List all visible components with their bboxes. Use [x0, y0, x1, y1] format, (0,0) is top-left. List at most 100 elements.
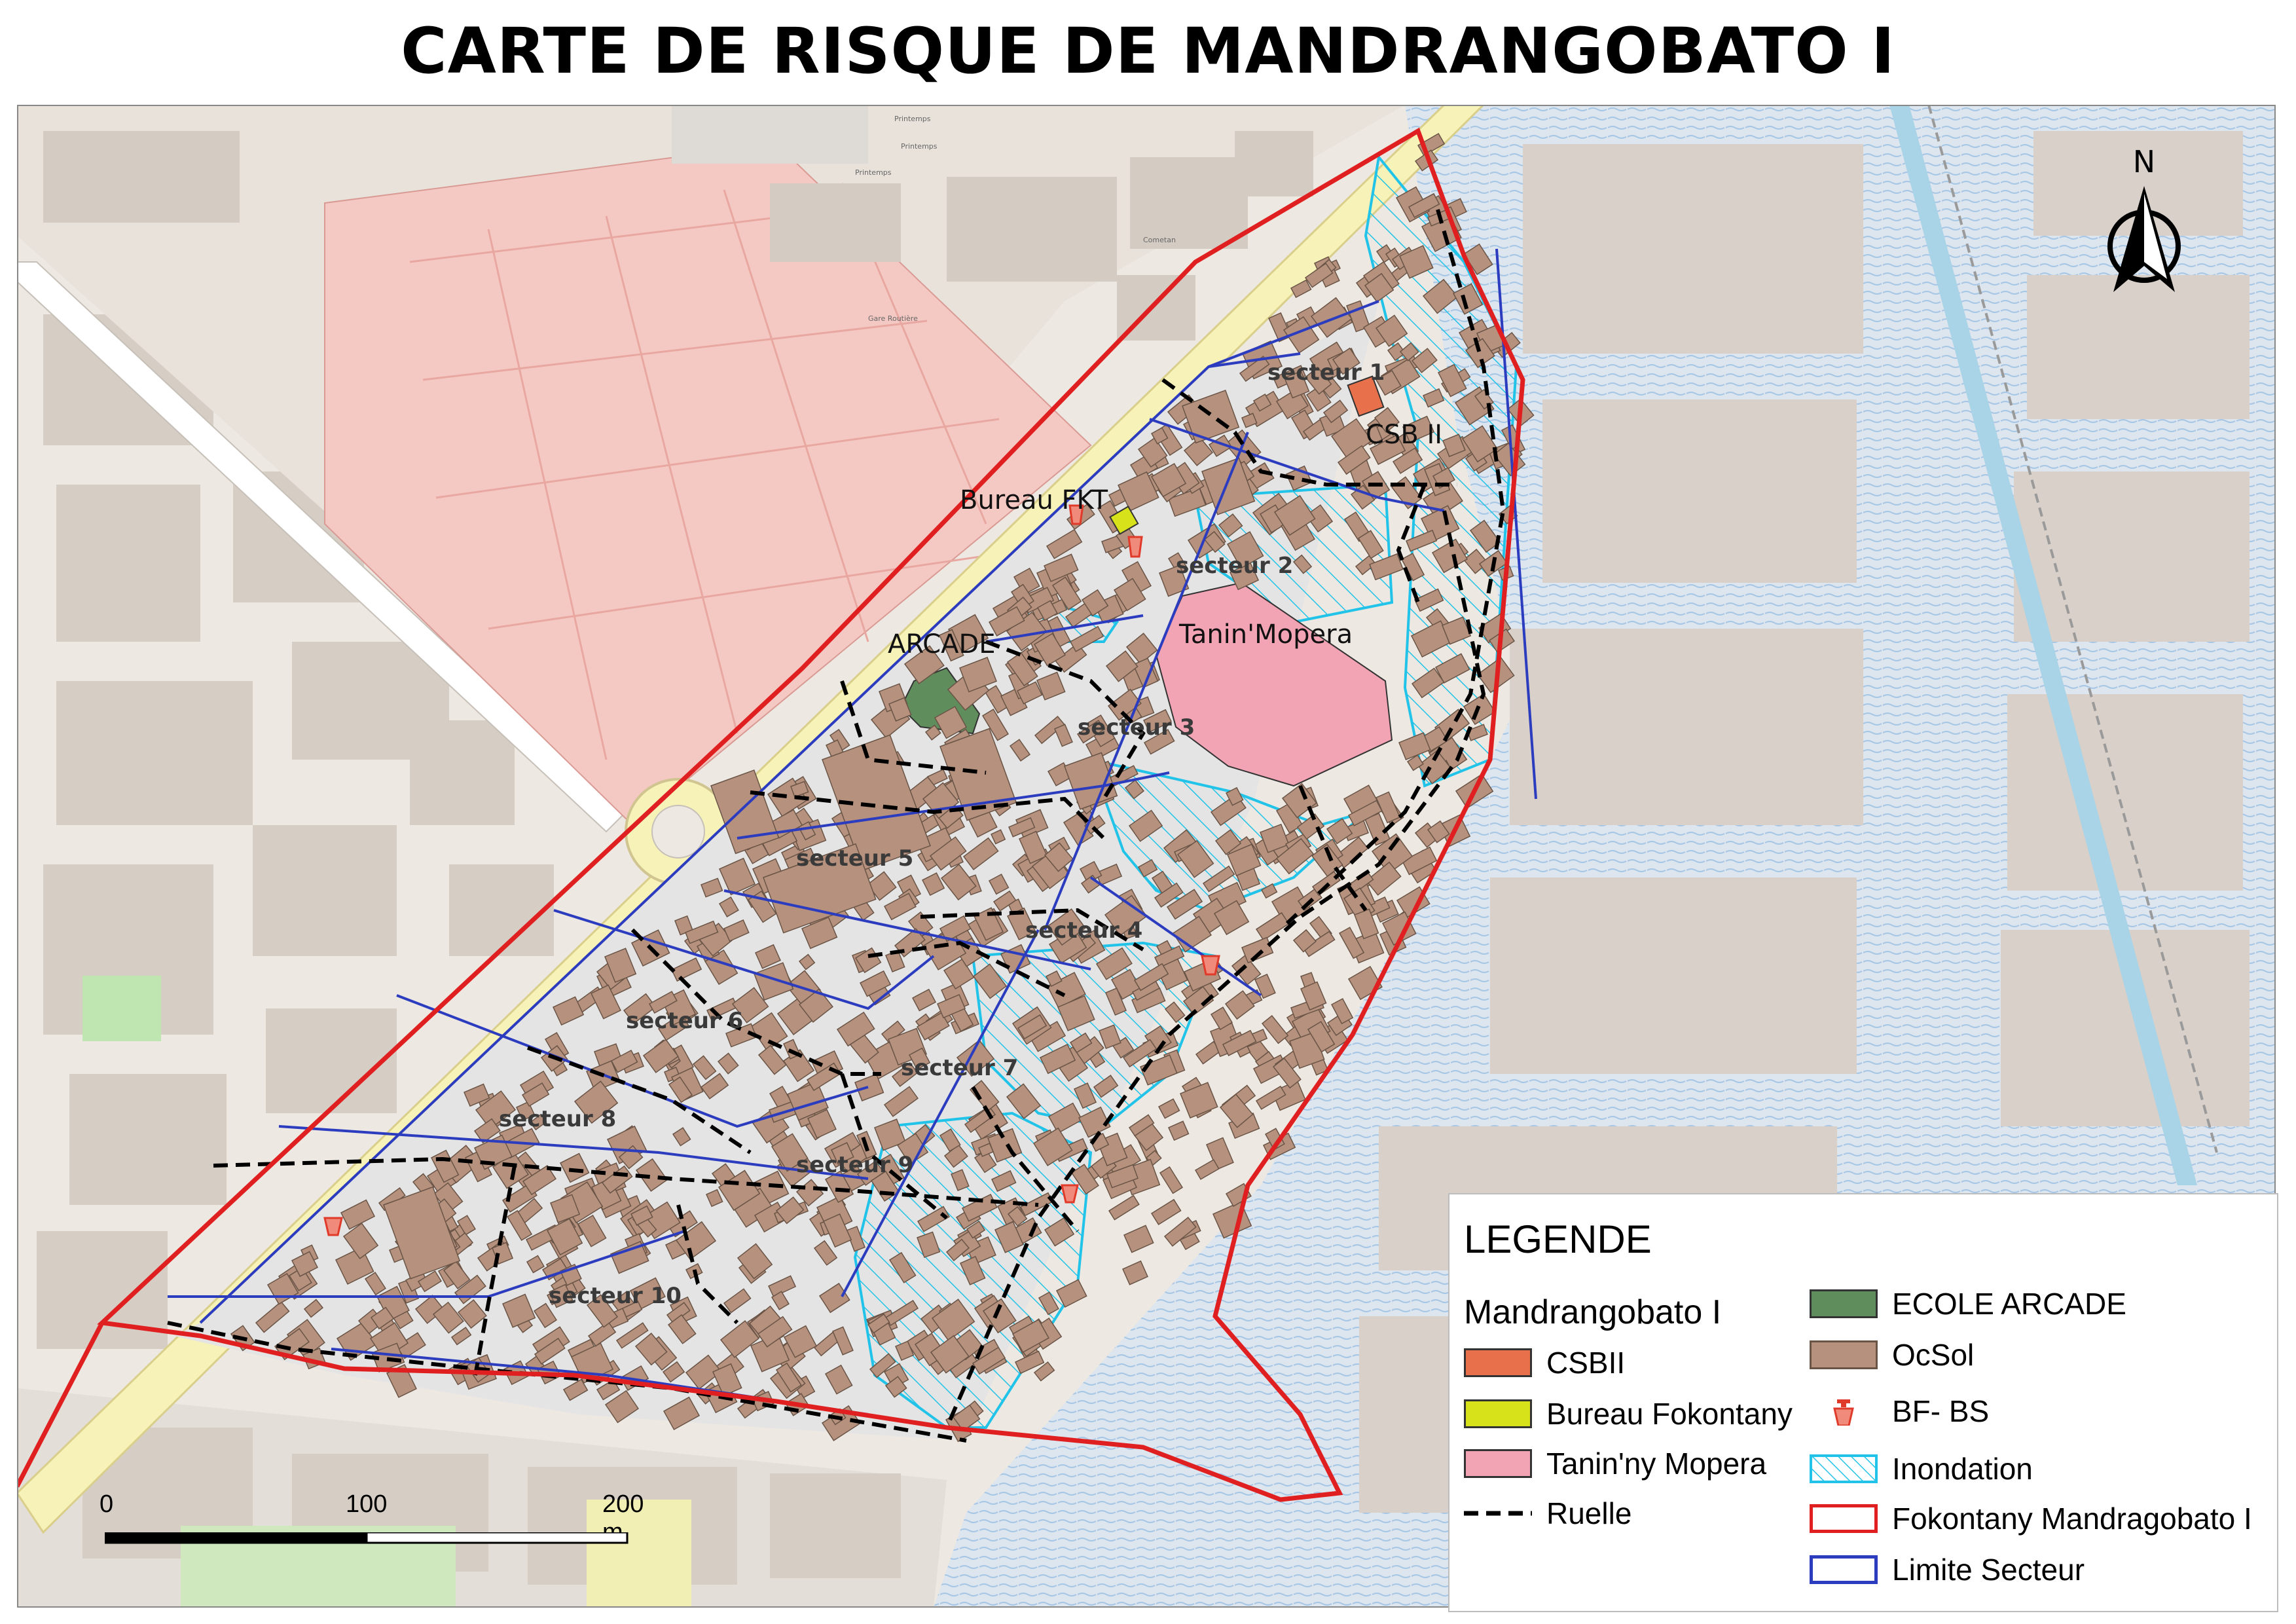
- building: [1255, 1085, 1286, 1110]
- secteur-5-label: secteur 5: [796, 845, 913, 872]
- building: [982, 1298, 1017, 1334]
- building: [798, 988, 833, 1023]
- building: [1461, 425, 1499, 463]
- building: [831, 1142, 854, 1165]
- building: [1452, 283, 1484, 315]
- scalebar-label-100: 100: [346, 1490, 388, 1518]
- building: [521, 1082, 550, 1107]
- building: [529, 1113, 547, 1131]
- building: [723, 1288, 752, 1314]
- building: [1047, 908, 1086, 946]
- building: [969, 1080, 1000, 1112]
- secondary-road: [17, 261, 627, 833]
- building: [723, 919, 750, 942]
- building: [1355, 555, 1377, 576]
- building: [903, 645, 945, 684]
- north-arrow-icon: [2107, 186, 2181, 292]
- scalebar-label-0: 0: [100, 1490, 114, 1518]
- building: [1093, 1075, 1119, 1098]
- building: [574, 1080, 619, 1124]
- secteur-4-label: secteur 4: [1025, 917, 1142, 944]
- building: [383, 1186, 461, 1280]
- building: [1095, 947, 1133, 980]
- building: [854, 1073, 884, 1101]
- green-park: [82, 976, 161, 1041]
- east-urban-blocks: [1359, 131, 2250, 1513]
- building: [1143, 729, 1175, 755]
- building: [988, 874, 1010, 895]
- building: [1044, 553, 1079, 582]
- building: [1402, 415, 1435, 443]
- building: [895, 1340, 915, 1361]
- building: [1437, 363, 1467, 397]
- building: [1044, 842, 1074, 872]
- bureau-fkt-label: Bureau FKT: [960, 485, 1108, 515]
- building: [962, 837, 999, 871]
- legend-title: LEGENDE: [1464, 1217, 1652, 1261]
- building: [692, 1055, 717, 1080]
- building: [798, 953, 816, 970]
- building: [945, 1238, 970, 1262]
- building: [1164, 1001, 1186, 1024]
- building: [768, 1275, 797, 1298]
- building: [836, 1011, 875, 1047]
- building: [668, 1076, 693, 1103]
- building: [255, 1301, 290, 1333]
- north-urban-blocks: [43, 131, 1313, 341]
- building: [432, 1301, 464, 1334]
- scalebar-graphic: [105, 1532, 629, 1544]
- building: [516, 1101, 536, 1121]
- building: [966, 1220, 986, 1239]
- building: [1304, 263, 1334, 288]
- building: [1357, 530, 1384, 559]
- building: [930, 1335, 970, 1374]
- building: [1128, 1114, 1155, 1137]
- building: [959, 656, 997, 693]
- building: [1006, 1083, 1042, 1120]
- building: [630, 1205, 653, 1226]
- building: [988, 606, 1025, 637]
- building: [754, 962, 794, 1001]
- building: [610, 1240, 649, 1274]
- building: [1070, 1164, 1099, 1195]
- tanin-mopera-area: [1155, 581, 1393, 787]
- building: [911, 988, 937, 1012]
- canal: [1889, 105, 2197, 1185]
- building: [1252, 393, 1272, 412]
- building: [801, 916, 838, 950]
- building: [1411, 348, 1438, 373]
- building: [1210, 1006, 1233, 1031]
- legend-label: CSBII: [1546, 1346, 1626, 1380]
- building: [867, 1313, 890, 1334]
- building: [1044, 1217, 1075, 1247]
- building: [506, 1209, 533, 1242]
- building: [443, 1261, 471, 1290]
- building: [717, 1052, 739, 1075]
- building: [473, 1118, 501, 1144]
- building: [757, 1316, 793, 1348]
- ruelles: [167, 209, 1506, 1443]
- building: [929, 836, 967, 871]
- building: [1095, 863, 1123, 886]
- building: [335, 1246, 374, 1285]
- building: [450, 1327, 472, 1346]
- building: [888, 697, 912, 722]
- building: [888, 1251, 917, 1283]
- railway: [1927, 105, 2218, 1153]
- building: [1219, 1094, 1254, 1128]
- building: [1034, 716, 1065, 745]
- building: [596, 1379, 621, 1401]
- legend-label: Limite Secteur: [1892, 1553, 2085, 1587]
- building: [1140, 1054, 1178, 1086]
- building: [1076, 720, 1105, 744]
- building: [1375, 369, 1402, 396]
- building: [883, 893, 917, 921]
- legend-item-bfbs: BF- BS: [1810, 1388, 1989, 1434]
- building: [475, 1090, 517, 1130]
- building: [1104, 895, 1148, 936]
- building: [1176, 840, 1214, 878]
- building: [939, 915, 972, 942]
- building: [1330, 998, 1354, 1025]
- ruelle-swatch: [1464, 1511, 1532, 1516]
- building: [1054, 642, 1087, 673]
